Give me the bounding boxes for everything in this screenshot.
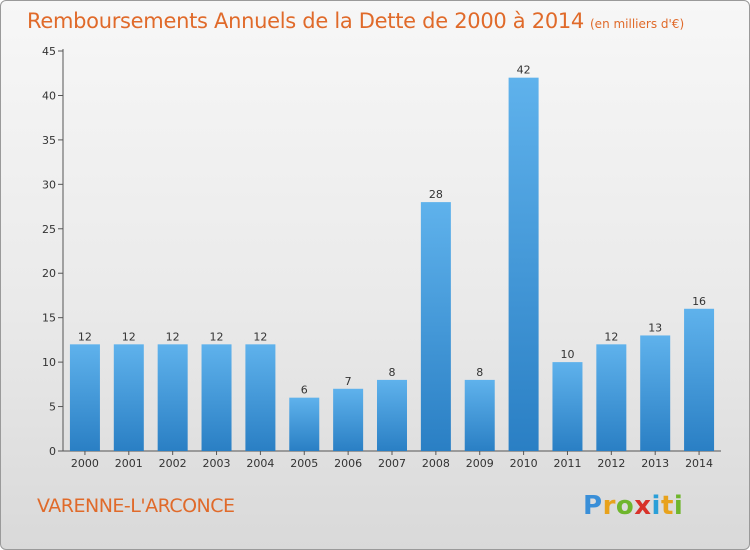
logo-letter: P [583,491,603,521]
bar-2000 [69,344,100,451]
value-label: 12 [253,330,267,343]
bar-2014 [684,308,715,451]
y-tick-label: 30 [42,178,56,191]
x-tick-label: 2009 [466,457,494,470]
x-tick-label: 2000 [71,457,99,470]
y-tick-label: 0 [49,445,56,458]
labels-group: 2000 12 2001 12 2002 12 2003 12 2004 12 2005 6 2006 7… [71,64,713,470]
logo-letter: t [660,491,674,521]
logo-letter: o [615,491,635,521]
y-tick-label: 25 [42,223,56,236]
logo-letter: x [634,491,652,521]
value-label: 28 [429,188,443,201]
bar-2011 [552,362,583,451]
logo-letter: r [602,491,616,521]
proxiti-logo: Proxiti [583,491,683,521]
value-label: 8 [476,366,483,379]
bar-2006 [333,388,364,451]
x-tick-label: 2003 [203,457,231,470]
chart-title: Remboursements Annuels de la Dette de 20… [27,9,684,33]
value-label: 12 [210,330,224,343]
y-tick-label: 45 [42,45,56,58]
value-label: 12 [122,330,136,343]
logo-letter: i [673,491,684,521]
y-tick-label: 40 [42,89,56,102]
x-tick-label: 2008 [422,457,450,470]
value-label: 12 [604,330,618,343]
bar-2002 [157,344,188,451]
value-label: 10 [560,348,574,361]
x-tick-label: 2014 [685,457,713,470]
title-text: Remboursements Annuels de la Dette de 20… [27,9,584,33]
value-label: 8 [389,366,396,379]
y-tick-label: 35 [42,134,56,147]
x-tick-label: 2006 [334,457,362,470]
x-tick-label: 2004 [246,457,274,470]
value-label: 13 [648,321,662,334]
value-label: 12 [78,330,92,343]
bar-2009 [464,379,495,451]
value-label: 42 [517,64,531,77]
x-tick-label: 2001 [115,457,143,470]
x-tick-label: 2005 [290,457,318,470]
value-label: 12 [166,330,180,343]
bar-2010 [508,77,539,452]
y-tick-label: 5 [49,401,56,414]
bar-2005 [289,397,320,451]
bar-2012 [596,344,627,451]
bar-2013 [640,335,671,451]
bar-2003 [201,344,232,451]
y-tick-label: 10 [42,356,56,369]
value-label: 6 [301,384,308,397]
bar-2001 [113,344,144,451]
unit-subtitle: (en milliers d'€) [590,17,685,31]
bar-2007 [377,379,407,451]
bar-2004 [245,344,276,451]
y-tick-label: 20 [42,267,56,280]
bars-group [69,77,715,452]
x-tick-label: 2002 [159,457,187,470]
y-tick-label: 15 [42,312,56,325]
town-name: VARENNE-L'ARCONCE [37,495,235,517]
x-tick-label: 2012 [597,457,625,470]
x-tick-label: 2011 [553,457,581,470]
logo-letter: i [651,491,661,521]
value-label: 7 [345,375,352,388]
bar-2008 [420,202,451,451]
x-tick-label: 2007 [378,457,406,470]
x-tick-label: 2010 [510,457,538,470]
value-label: 16 [692,295,706,308]
x-tick-label: 2013 [641,457,669,470]
